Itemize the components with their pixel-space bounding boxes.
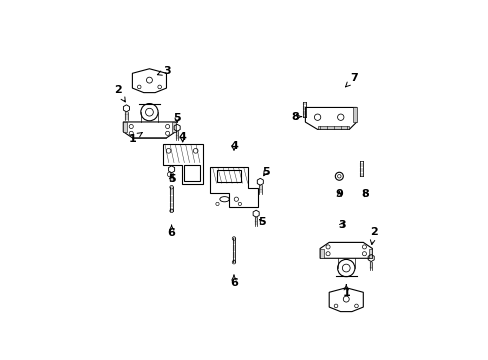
Text: 3: 3 [157,66,171,76]
Polygon shape [368,248,372,258]
Text: 6: 6 [229,275,238,288]
Text: 7: 7 [345,73,358,87]
Text: 5: 5 [167,174,175,184]
Text: 8: 8 [361,189,369,199]
Text: 2: 2 [114,85,125,102]
Text: 1: 1 [129,132,142,144]
Polygon shape [352,107,356,122]
Text: 5: 5 [257,217,265,227]
Text: 6: 6 [167,225,175,238]
Text: 9: 9 [335,189,343,199]
Text: 2: 2 [369,227,377,244]
Text: 4: 4 [229,141,238,151]
Text: 5: 5 [173,113,181,123]
Text: 3: 3 [338,220,345,230]
Text: 4: 4 [179,132,186,143]
Polygon shape [171,122,175,132]
Text: 5: 5 [262,167,269,177]
Polygon shape [123,122,127,132]
Polygon shape [320,248,324,258]
Text: 8: 8 [290,112,301,122]
Polygon shape [317,126,348,129]
Text: 1: 1 [342,285,349,298]
